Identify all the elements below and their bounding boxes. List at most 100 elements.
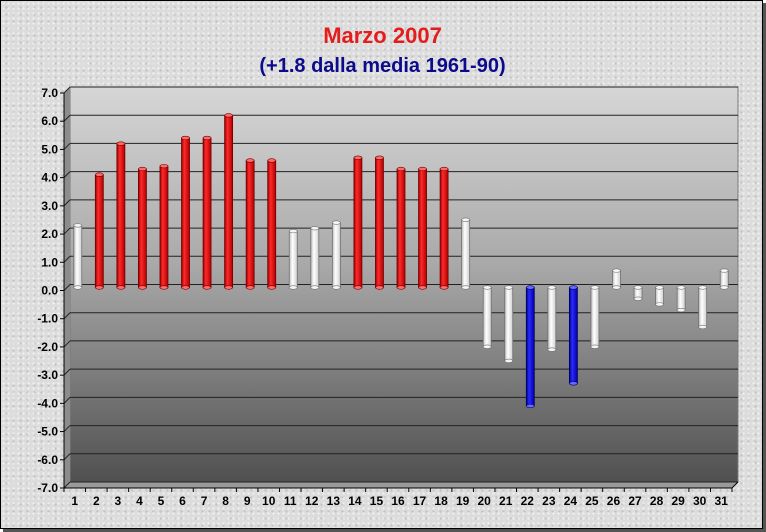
bar-body	[698, 287, 708, 328]
gridline-depth	[63, 340, 71, 348]
x-tick-label: 11	[284, 494, 297, 508]
bar-base	[439, 285, 449, 290]
bar-base	[525, 285, 535, 290]
x-tick-label: 3	[115, 494, 122, 508]
bar	[73, 223, 83, 290]
bar	[525, 285, 535, 409]
bar-cap	[590, 344, 600, 349]
bar	[418, 166, 427, 290]
bar-body	[396, 168, 406, 288]
bar-body	[676, 287, 686, 311]
x-tick-label: 14	[348, 494, 362, 508]
x-tick-label: 2	[93, 494, 100, 508]
bar-base	[396, 285, 406, 290]
x-tick-label: 9	[244, 494, 251, 508]
x-tick-label: 26	[607, 494, 621, 508]
bar-cap	[569, 381, 578, 386]
x-tick-label: 13	[327, 494, 341, 508]
gridline-depth	[63, 481, 71, 489]
x-tick-label: 28	[650, 494, 664, 508]
bar-cap	[116, 141, 126, 146]
bar	[331, 220, 341, 290]
gridline-depth	[63, 114, 71, 122]
bar-body	[224, 114, 234, 288]
bar-body	[73, 225, 83, 288]
bar-body	[181, 137, 190, 288]
bar-body	[482, 287, 492, 348]
bar	[245, 158, 255, 290]
y-tick-label: -5.0	[37, 425, 58, 439]
bar-cap	[547, 347, 557, 352]
y-tick-label: 5.0	[41, 142, 58, 156]
bar-cap	[353, 155, 363, 160]
y-tick-label: 1.0	[41, 255, 58, 269]
bar-cap	[655, 302, 664, 307]
bar-body	[568, 287, 578, 384]
gridline-depth	[63, 425, 71, 432]
bar-cap	[612, 268, 621, 273]
y-tick-label: 4.0	[41, 171, 58, 185]
y-tick-label: 7.0	[41, 86, 58, 100]
bar-body	[439, 168, 449, 288]
bar-body	[418, 168, 427, 288]
x-tick-label: 25	[585, 494, 599, 508]
y-tick-label: -1.0	[37, 312, 58, 326]
bar-body	[353, 157, 363, 288]
bar-body	[202, 137, 212, 288]
axes: 7.0 6.0 5.0 4.0 3.0 2.0 1.0 0.0 -1.0 -2.0 -3.0 -4.0…	[37, 86, 739, 508]
y-tick-label: -6.0	[37, 453, 58, 467]
bar-body	[590, 287, 600, 348]
bar-base	[224, 285, 233, 290]
bar-cap	[698, 324, 707, 330]
bar-cap	[159, 164, 169, 169]
bar	[138, 166, 147, 290]
bar-cap	[224, 113, 233, 118]
bar-base	[202, 285, 212, 290]
x-tick-label: 22	[521, 494, 535, 508]
bar	[116, 141, 126, 290]
bar-body	[375, 157, 384, 288]
bar-cap	[288, 228, 298, 234]
gridline-depth	[63, 86, 71, 94]
bar	[439, 166, 449, 290]
y-tick-label: -3.0	[37, 368, 58, 382]
x-tick-label: 18	[434, 494, 448, 508]
bar-cap	[202, 135, 212, 141]
bar	[202, 135, 212, 290]
bar-cap	[676, 307, 686, 313]
bar-cap	[633, 296, 643, 301]
bar-body	[504, 287, 514, 362]
bar	[719, 268, 729, 290]
bar-body	[245, 160, 255, 288]
bar	[159, 164, 169, 290]
bar-base	[612, 285, 621, 290]
bar	[482, 285, 492, 349]
x-tick-label: 10	[262, 494, 276, 508]
x-tick-label: 12	[305, 494, 319, 508]
x-tick-label: 30	[693, 494, 707, 508]
y-tick-label: 3.0	[41, 199, 58, 213]
bar-base	[569, 285, 578, 290]
bar-cap	[525, 403, 535, 409]
bar-base	[547, 285, 557, 290]
bar-base	[504, 285, 514, 290]
bar-base	[633, 285, 643, 290]
bar-body	[94, 174, 104, 288]
x-tick-label: 24	[564, 494, 578, 508]
gridline-depth	[63, 312, 71, 320]
bar-base	[181, 285, 190, 290]
x-tick-label: 20	[478, 494, 492, 508]
bar-base	[461, 285, 470, 290]
chart-subtitle: (+1.8 dalla media 1961-90)	[259, 55, 506, 77]
gridline-depth	[63, 255, 71, 263]
bar-body	[655, 287, 664, 305]
gridline-depth	[63, 199, 71, 207]
bar	[267, 158, 277, 290]
bar	[396, 166, 406, 290]
bar	[676, 285, 686, 313]
gridline-depth	[63, 453, 71, 461]
bar-base	[375, 285, 384, 290]
bar	[94, 172, 104, 290]
bar-body	[116, 143, 126, 288]
